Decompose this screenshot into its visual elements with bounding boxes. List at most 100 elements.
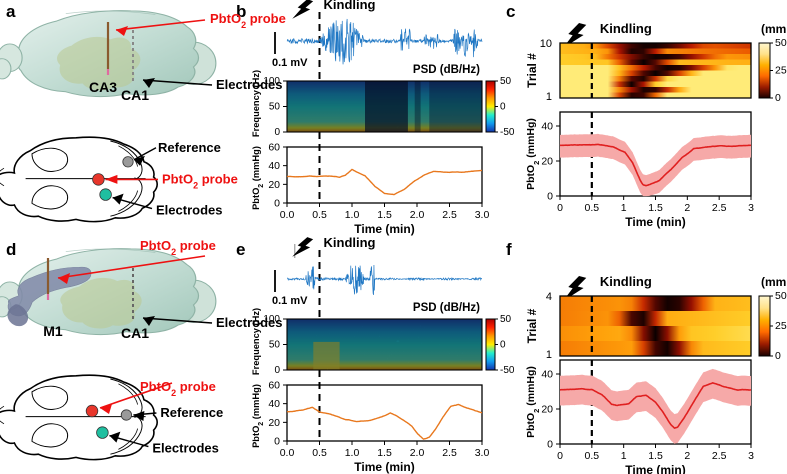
svg-text:c: c <box>506 2 515 21</box>
svg-text:2.5: 2.5 <box>442 209 457 221</box>
svg-text:3.0: 3.0 <box>475 209 490 221</box>
svg-text:PbtO2 probe: PbtO2 probe <box>162 171 238 190</box>
svg-text:Reference: Reference <box>160 405 223 420</box>
svg-text:1.5: 1.5 <box>648 202 663 214</box>
svg-text:3.0: 3.0 <box>475 447 490 459</box>
svg-text:0.0: 0.0 <box>280 209 295 221</box>
svg-text:-50: -50 <box>500 365 515 376</box>
svg-text:Time (min): Time (min) <box>625 215 685 229</box>
svg-text:Time (min): Time (min) <box>354 222 414 236</box>
svg-text:40: 40 <box>541 369 553 381</box>
svg-text:20: 20 <box>268 179 280 191</box>
svg-text:0.5: 0.5 <box>312 209 327 221</box>
svg-text:50: 50 <box>500 314 512 325</box>
svg-text:1: 1 <box>621 202 627 214</box>
svg-text:0: 0 <box>274 127 280 138</box>
svg-text:2: 2 <box>684 450 690 462</box>
svg-text:1.5: 1.5 <box>648 450 663 462</box>
svg-text:0: 0 <box>500 102 506 113</box>
svg-text:Trial #: Trial # <box>525 53 539 88</box>
svg-text:PbtO2 (mmHg): PbtO2 (mmHg) <box>525 366 541 438</box>
svg-text:PbtO2 (mmHg): PbtO2 (mmHg) <box>525 118 541 190</box>
svg-text:2.0: 2.0 <box>410 209 425 221</box>
svg-text:Trial #: Trial # <box>525 308 539 343</box>
svg-text:Time (min): Time (min) <box>625 463 685 474</box>
svg-text:0.1 mV: 0.1 mV <box>272 57 308 69</box>
svg-text:Kindling: Kindling <box>324 0 376 12</box>
svg-text:Electrodes: Electrodes <box>216 77 282 92</box>
svg-text:(mmHg): (mmHg) <box>761 275 787 289</box>
svg-text:25: 25 <box>775 320 787 332</box>
svg-text:d: d <box>6 240 16 259</box>
svg-text:25: 25 <box>775 65 787 77</box>
svg-text:0: 0 <box>274 436 280 448</box>
svg-text:Kindling: Kindling <box>324 235 376 250</box>
svg-text:a: a <box>6 2 16 21</box>
svg-text:0: 0 <box>500 340 506 351</box>
svg-text:0: 0 <box>274 365 280 376</box>
svg-text:Kindling: Kindling <box>600 21 652 36</box>
svg-text:50: 50 <box>269 102 281 113</box>
svg-text:0.5: 0.5 <box>585 450 600 462</box>
svg-text:-50: -50 <box>500 127 515 138</box>
svg-text:0.0: 0.0 <box>280 447 295 459</box>
svg-text:(mmHg): (mmHg) <box>761 22 787 36</box>
svg-text:0.5: 0.5 <box>585 202 600 214</box>
svg-text:60: 60 <box>268 380 280 392</box>
svg-text:PbtO2 (mmHg): PbtO2 (mmHg) <box>251 146 265 210</box>
svg-text:1.0: 1.0 <box>345 447 360 459</box>
svg-text:PbtO2 probe: PbtO2 probe <box>140 379 216 398</box>
svg-text:CA1: CA1 <box>121 325 149 341</box>
svg-text:50: 50 <box>775 37 787 49</box>
svg-text:1.5: 1.5 <box>377 209 392 221</box>
svg-text:0.1 mV: 0.1 mV <box>272 295 308 307</box>
svg-text:40: 40 <box>268 398 280 410</box>
svg-text:0: 0 <box>547 191 553 203</box>
svg-text:40: 40 <box>268 160 280 172</box>
svg-text:2: 2 <box>684 202 690 214</box>
svg-text:20: 20 <box>541 156 553 168</box>
svg-text:1.5: 1.5 <box>377 447 392 459</box>
svg-text:2.0: 2.0 <box>410 447 425 459</box>
svg-text:0: 0 <box>557 450 563 462</box>
svg-text:0: 0 <box>274 198 280 210</box>
svg-text:Electrodes: Electrodes <box>152 441 218 456</box>
svg-text:10: 10 <box>540 38 552 50</box>
svg-text:50: 50 <box>269 340 281 351</box>
svg-text:PbtO2 (mmHg): PbtO2 (mmHg) <box>251 384 265 448</box>
svg-text:20: 20 <box>541 404 553 416</box>
svg-text:M1: M1 <box>43 323 63 339</box>
svg-text:0: 0 <box>557 202 563 214</box>
svg-text:1: 1 <box>621 450 627 462</box>
svg-text:4: 4 <box>546 291 552 303</box>
svg-text:2.5: 2.5 <box>712 202 727 214</box>
svg-text:3: 3 <box>748 202 754 214</box>
svg-text:2.5: 2.5 <box>442 447 457 459</box>
svg-text:CA1: CA1 <box>121 87 149 103</box>
svg-text:20: 20 <box>268 417 280 429</box>
svg-text:Electrodes: Electrodes <box>216 315 282 330</box>
svg-text:Electrodes: Electrodes <box>156 203 222 218</box>
svg-text:Time (min): Time (min) <box>354 460 414 474</box>
svg-text:1: 1 <box>546 349 552 361</box>
svg-text:e: e <box>236 240 245 259</box>
svg-text:PbtO2 probe: PbtO2 probe <box>210 11 286 30</box>
svg-text:0: 0 <box>547 439 553 451</box>
svg-text:3: 3 <box>748 450 754 462</box>
svg-text:2.5: 2.5 <box>712 450 727 462</box>
svg-text:60: 60 <box>268 142 280 154</box>
svg-text:50: 50 <box>775 290 787 302</box>
svg-text:1.0: 1.0 <box>345 209 360 221</box>
svg-text:Reference: Reference <box>158 140 221 155</box>
svg-text:f: f <box>506 240 512 259</box>
svg-text:Kindling: Kindling <box>600 274 652 289</box>
svg-text:CA3: CA3 <box>89 79 117 95</box>
svg-text:0.5: 0.5 <box>312 447 327 459</box>
svg-text:0: 0 <box>775 92 781 104</box>
svg-text:PSD (dB/Hz): PSD (dB/Hz) <box>413 64 480 76</box>
svg-text:50: 50 <box>500 76 512 87</box>
svg-text:40: 40 <box>541 121 553 133</box>
svg-text:0: 0 <box>775 350 781 362</box>
svg-text:PSD (dB/Hz): PSD (dB/Hz) <box>413 302 480 314</box>
svg-text:1: 1 <box>546 91 552 103</box>
